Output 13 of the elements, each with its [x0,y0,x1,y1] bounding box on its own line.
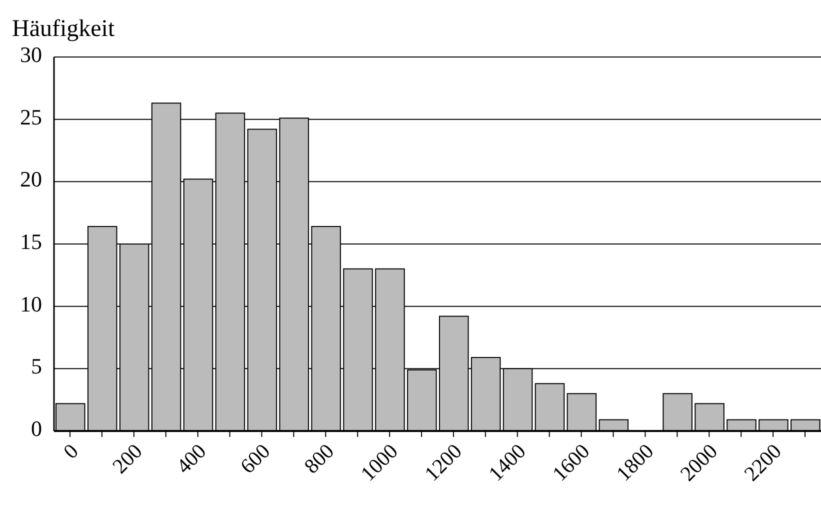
y-tick-label: 10 [20,291,42,316]
y-tick-label: 25 [20,104,42,130]
y-tick-label: 20 [20,166,42,192]
x-tick-label: 200 [108,438,147,478]
x-tick-label: 600 [235,438,275,478]
x-tick-label: 0 [58,438,83,464]
y-tick-label: 30 [20,42,42,68]
y-tick-label: 5 [31,354,42,379]
y-axis-title: Häufigkeit [12,16,115,43]
x-tick-label: 400 [172,438,211,478]
x-tick-label: 800 [299,438,339,478]
y-tick-label: 15 [20,229,42,254]
y-tick-label: 0 [31,416,42,442]
